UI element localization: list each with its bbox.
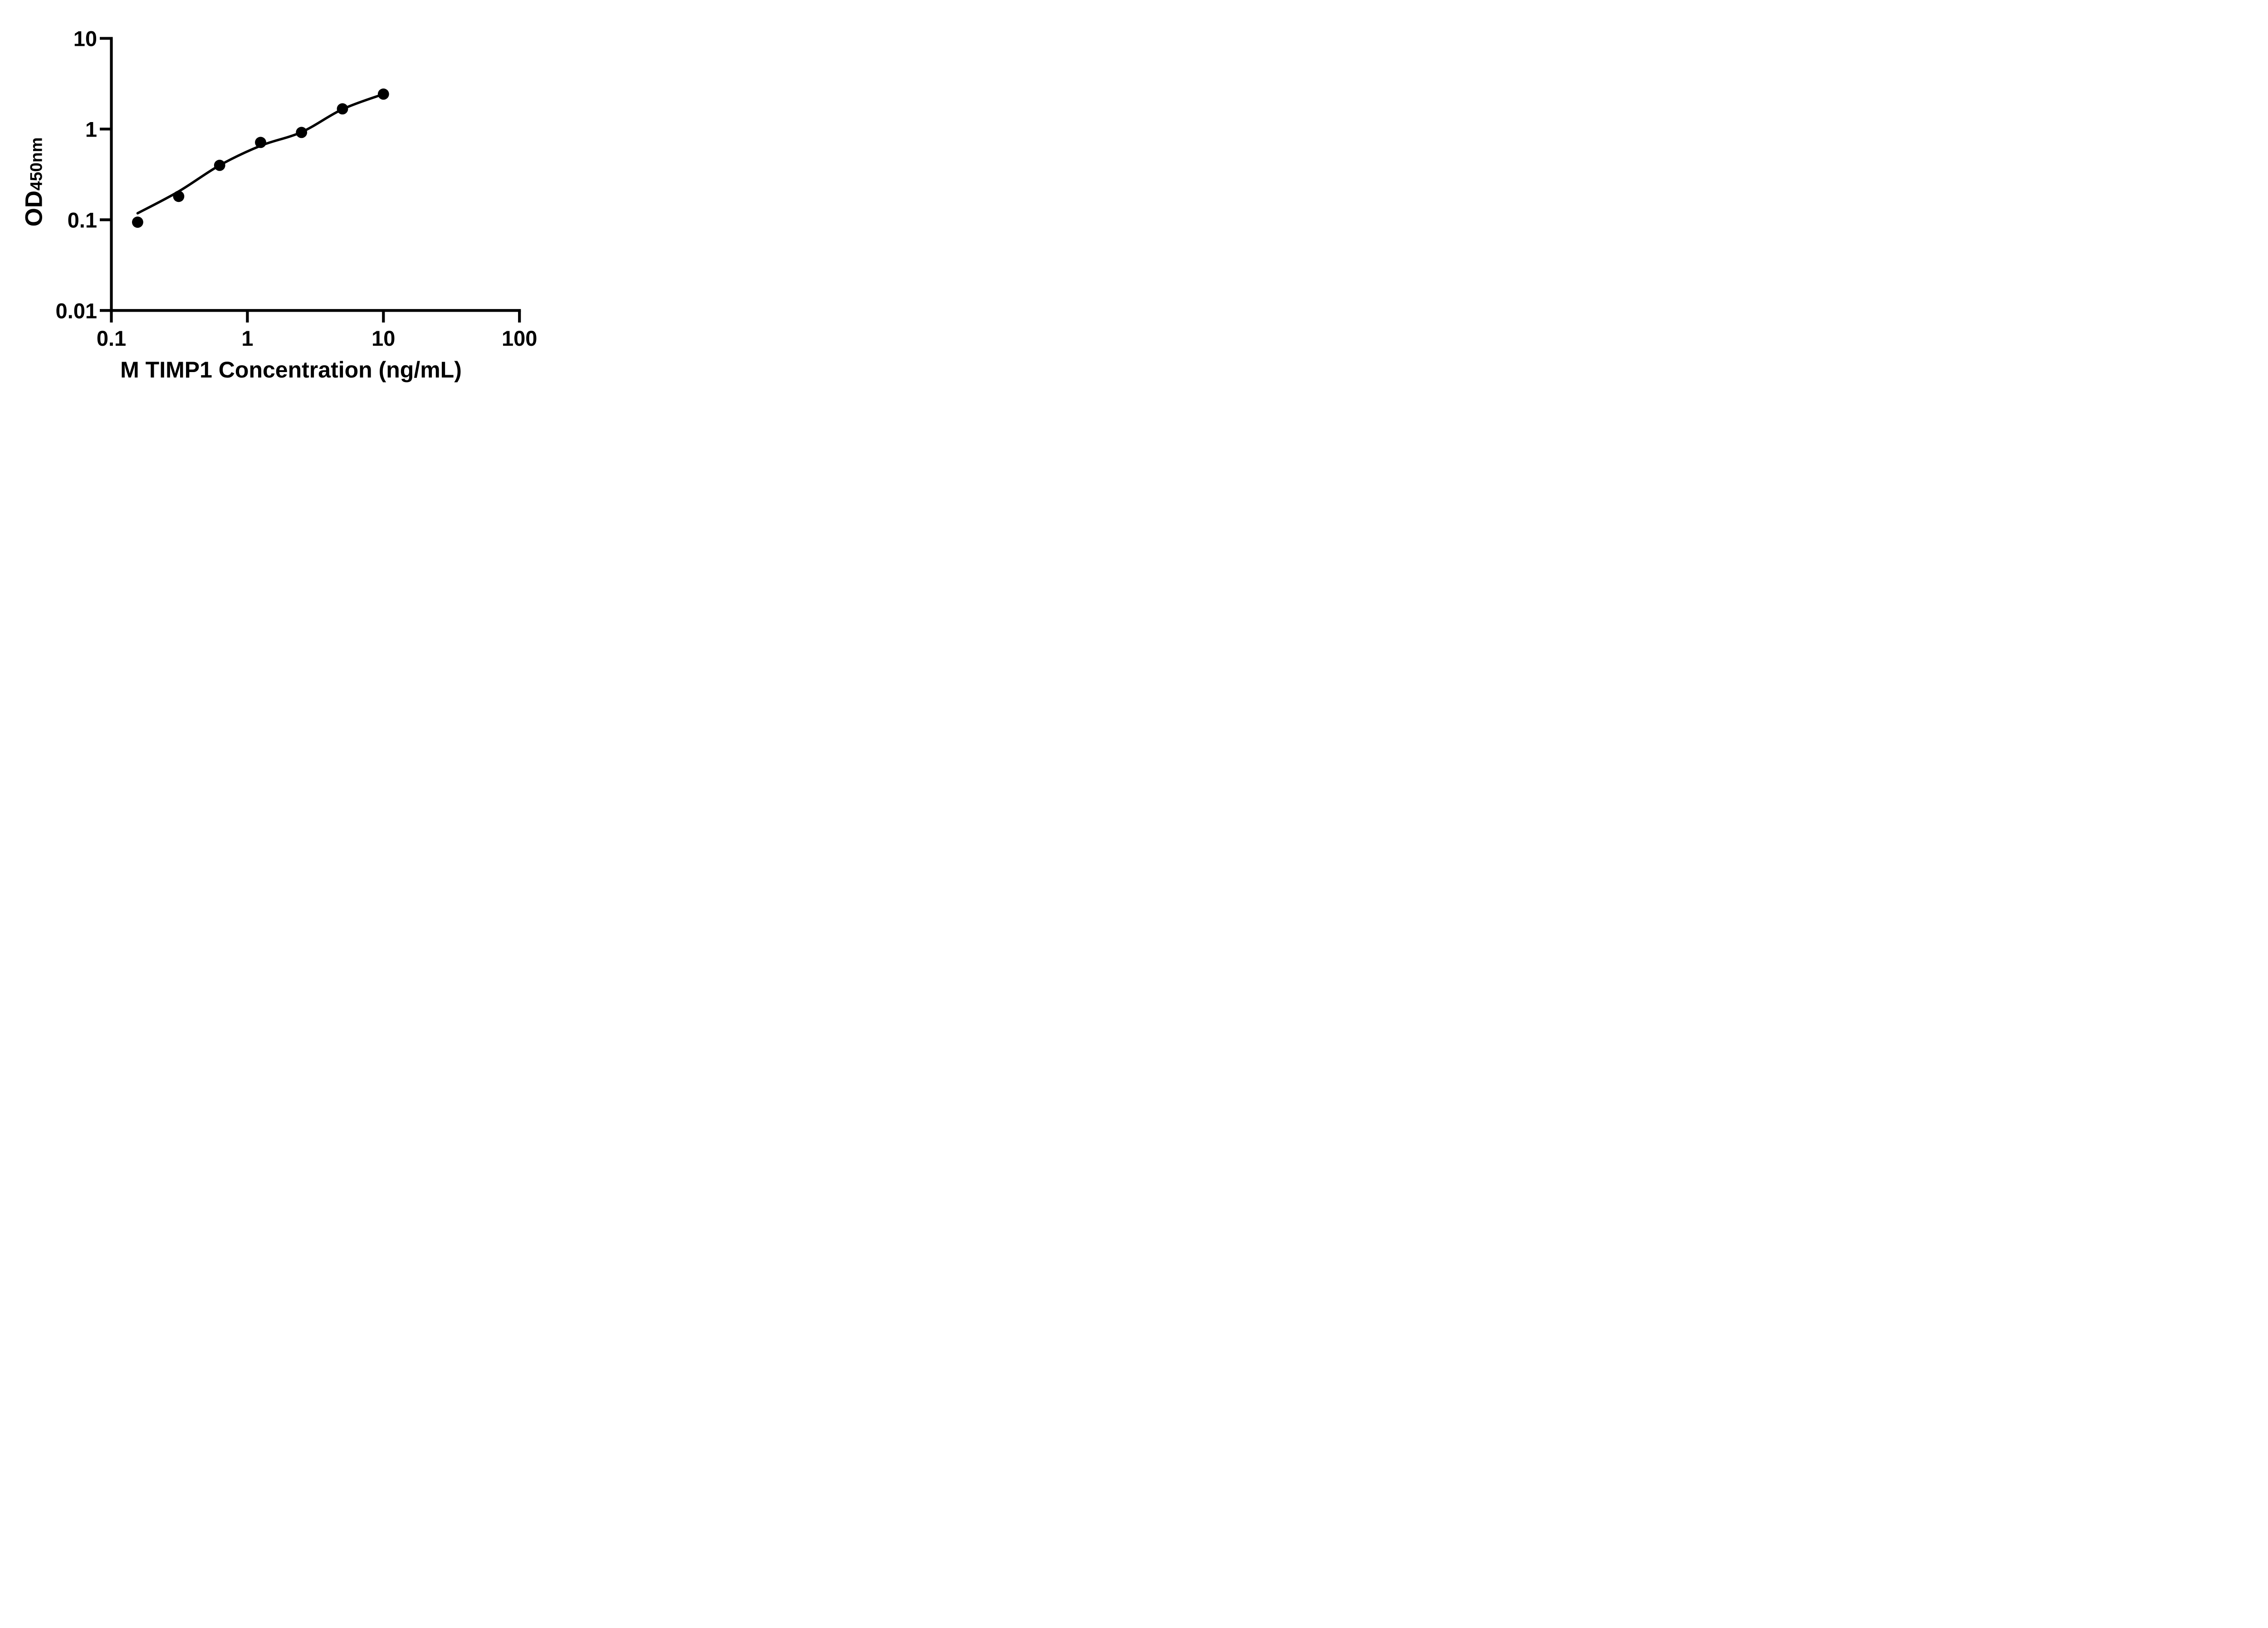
data-point bbox=[132, 216, 143, 228]
elisa-standard-curve-figure: 10 1 0.1 0.01 0.1 1 10 100 M TIMP1 Concentratio… bbox=[0, 0, 582, 407]
data-point bbox=[377, 88, 389, 100]
y-axis-title: OD450nm bbox=[20, 137, 48, 227]
data-point bbox=[173, 191, 185, 202]
y-tick-label: 1 bbox=[85, 117, 97, 141]
x-axis-title: M TIMP1 Concentration (ng/mL) bbox=[120, 357, 462, 382]
data-point bbox=[255, 137, 266, 148]
y-tick-label: 0.01 bbox=[56, 299, 97, 323]
x-tick-label: 100 bbox=[502, 326, 537, 350]
y-axis-title-main: OD bbox=[20, 190, 48, 227]
data-point bbox=[214, 160, 225, 171]
x-tick-label: 1 bbox=[241, 326, 253, 350]
x-tick-label: 10 bbox=[371, 326, 395, 350]
x-tick-label: 0.1 bbox=[97, 326, 126, 350]
y-tick-label: 0.1 bbox=[68, 208, 97, 232]
data-point bbox=[296, 127, 308, 138]
y-tick-label: 10 bbox=[73, 27, 97, 51]
y-axis-title-sub: 450nm bbox=[27, 137, 46, 191]
data-point bbox=[337, 103, 348, 115]
